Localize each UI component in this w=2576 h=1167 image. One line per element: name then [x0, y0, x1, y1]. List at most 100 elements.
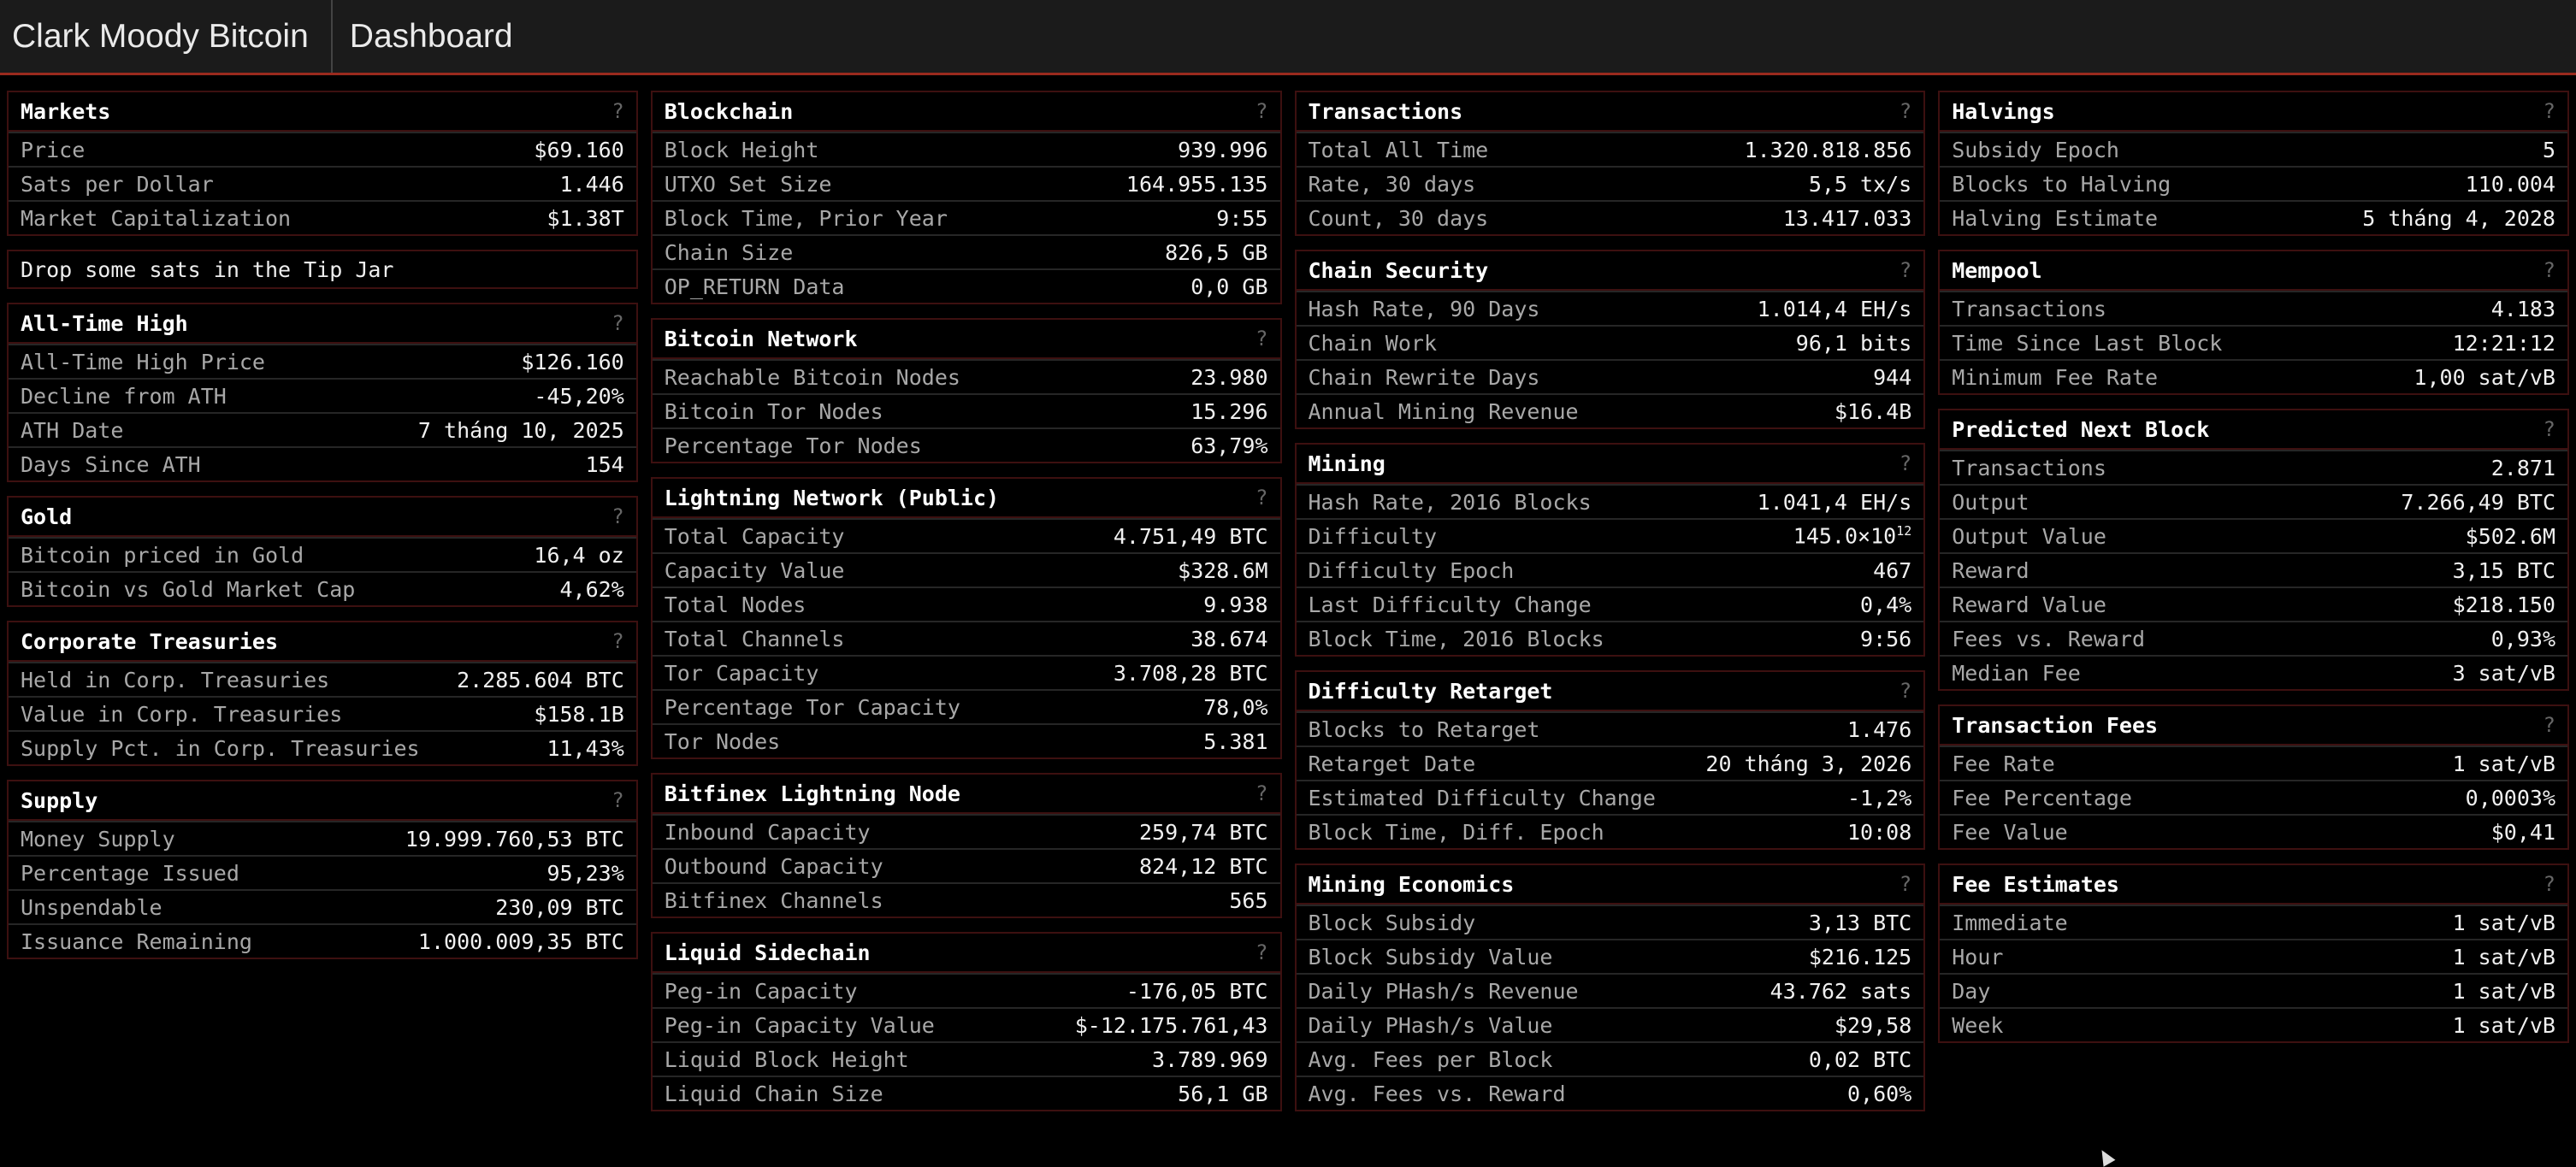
tip-jar-link[interactable]: Drop some sats in the Tip Jar	[21, 256, 394, 282]
stat-value-text: 1 sat/vB	[2452, 751, 2555, 776]
panel-gold: Gold? Bitcoin priced in Gold 16,4 oz Bitcoi…	[7, 496, 638, 607]
stat-value-text: 2.285.604 BTC	[457, 667, 624, 693]
panel-difficulty-retarget: Difficulty Retarget? Blocks to Retarget 1.…	[1294, 670, 1926, 850]
stat-value-text: $-12.175.761,43	[1074, 1012, 1268, 1038]
panel-bitcoin-network: Bitcoin Network? Reachable Bitcoin Nodes 2…	[650, 318, 1282, 463]
stat-value: 164.955.135	[1126, 172, 1268, 197]
stat-row-fees-vs-reward: Fees vs. Reward 0,93%	[1940, 621, 2567, 655]
help-icon[interactable]: ?	[2543, 872, 2555, 896]
column-1: Markets? Price $69.160 Sats per Dollar 1.446…	[7, 91, 638, 1111]
help-icon[interactable]: ?	[2543, 713, 2555, 737]
help-icon[interactable]: ?	[1899, 451, 1912, 475]
stat-value: 7 tháng 10, 2025	[418, 418, 624, 443]
stat-row-total-all-time: Total All Time 1.320.818.856	[1296, 132, 1924, 166]
stat-label: Held in Corp. Treasuries	[21, 667, 330, 693]
stat-label: Minimum Fee Rate	[1952, 364, 2159, 390]
stat-value: 1,00 sat/vB	[2414, 365, 2555, 390]
panel-fee-estimates: Fee Estimates? Immediate 1 sat/vB Hour 1 sat…	[1938, 863, 2569, 1043]
stat-label: Unspendable	[21, 894, 162, 920]
panel-header: Bitcoin Network?	[652, 320, 1280, 359]
stat-value: 0,0 GB	[1191, 274, 1267, 299]
stat-label: Peg-in Capacity Value	[664, 1012, 935, 1038]
stat-value-text: 10:08	[1846, 819, 1912, 845]
help-icon[interactable]: ?	[1256, 781, 1268, 805]
stat-value: 20 tháng 3, 2026	[1705, 751, 1911, 776]
stat-row-subsidy-epoch: Subsidy Epoch 5	[1940, 132, 2567, 166]
stat-value-text: 824,12 BTC	[1138, 853, 1268, 879]
stat-value-text: 1 sat/vB	[2452, 910, 2555, 935]
stat-value-text: 56,1 GB	[1178, 1081, 1268, 1106]
stat-value: 1.014,4 EH/s	[1758, 297, 1912, 321]
panel-title: Bitcoin Network	[664, 326, 858, 351]
help-icon[interactable]: ?	[612, 788, 624, 812]
help-icon[interactable]: ?	[612, 99, 624, 123]
stat-label: Estimated Difficulty Change	[1308, 785, 1656, 810]
panel-title: Liquid Sidechain	[664, 940, 871, 965]
help-icon[interactable]: ?	[1899, 99, 1912, 123]
stat-label: Fee Value	[1952, 819, 2068, 845]
stat-value-text: 259,74 BTC	[1138, 819, 1268, 845]
stat-label: Median Fee	[1952, 660, 2081, 686]
stat-row-tor-nodes: Tor Nodes 5.381	[652, 723, 1280, 757]
help-icon[interactable]: ?	[1899, 872, 1912, 896]
stat-row-day: Day 1 sat/vB	[1940, 973, 2567, 1007]
stat-row-inbound-capacity: Inbound Capacity 259,74 BTC	[652, 814, 1280, 848]
stat-value-text: 0,93%	[2490, 626, 2555, 651]
stat-value: 1 sat/vB	[2453, 911, 2555, 935]
stat-value-text: 43.762 sats	[1770, 978, 1912, 1004]
stat-label: All-Time High Price	[21, 349, 265, 374]
stat-label: Decline from ATH	[21, 383, 227, 409]
stat-row-blocks-to-retarget: Blocks to Retarget 1.476	[1296, 711, 1924, 746]
stat-value-text: 3,13 BTC	[1808, 910, 1912, 935]
stat-label: Total Channels	[664, 626, 845, 651]
stat-label: Fees vs. Reward	[1952, 626, 2146, 651]
stat-value-text: $16.4B	[1834, 398, 1912, 424]
panel-header: Liquid Sidechain?	[652, 934, 1280, 973]
stat-row-unspendable: Unspendable 230,09 BTC	[9, 889, 636, 923]
stat-label: Value in Corp. Treasuries	[21, 701, 343, 727]
stat-value: 4,62%	[559, 577, 623, 602]
help-icon[interactable]: ?	[1256, 486, 1268, 510]
brand-title[interactable]: Clark Moody Bitcoin	[0, 0, 333, 73]
stat-value: 154	[586, 452, 624, 477]
stat-value: 565	[1229, 888, 1267, 913]
help-icon[interactable]: ?	[612, 629, 624, 653]
stat-value: 4.751,49 BTC	[1114, 524, 1268, 549]
panel-header: Mining Economics?	[1296, 865, 1924, 905]
help-icon[interactable]: ?	[612, 311, 624, 335]
stat-value: 0,60%	[1847, 1082, 1911, 1106]
panel-title: Predicted Next Block	[1952, 416, 2210, 442]
stat-value: 5	[2543, 138, 2555, 162]
tip-jar-panel[interactable]: Drop some sats in the Tip Jar	[7, 250, 638, 289]
panel-title: Mempool	[1952, 257, 2042, 283]
help-icon[interactable]: ?	[1899, 679, 1912, 703]
stat-label: Tor Capacity	[664, 660, 819, 686]
stat-value-text: $29,58	[1834, 1012, 1912, 1038]
panel-header: All-Time High?	[9, 304, 636, 344]
help-icon[interactable]: ?	[612, 504, 624, 528]
stat-value-text: 3.789.969	[1152, 1046, 1268, 1072]
stat-value-text: 20 tháng 3, 2026	[1705, 751, 1912, 776]
panel-header: Bitfinex Lightning Node?	[652, 775, 1280, 814]
panel-bitfinex-lightning-node: Bitfinex Lightning Node? Inbound Capacity…	[650, 773, 1282, 918]
stat-label: Chain Size	[664, 239, 794, 265]
stat-value-text: $328.6M	[1178, 557, 1268, 583]
stat-value: 5 tháng 4, 2028	[2362, 206, 2555, 231]
stat-row-percentage-issued: Percentage Issued 95,23%	[9, 855, 636, 889]
stat-value-text: $1.38T	[547, 205, 624, 231]
help-icon[interactable]: ?	[2543, 417, 2555, 441]
help-icon[interactable]: ?	[1899, 258, 1912, 282]
stat-value-text: 23.980	[1191, 364, 1268, 390]
help-icon[interactable]: ?	[1256, 99, 1268, 123]
stat-row-tor-capacity: Tor Capacity 3.708,28 BTC	[652, 655, 1280, 689]
stat-value-text: 0,0003%	[2465, 785, 2555, 810]
stat-value-text: 110.004	[2465, 171, 2555, 197]
stat-row-money-supply: Money Supply 19.999.760,53 BTC	[9, 821, 636, 855]
help-icon[interactable]: ?	[2543, 258, 2555, 282]
help-icon[interactable]: ?	[2543, 99, 2555, 123]
stat-row-halving-estimate: Halving Estimate 5 tháng 4, 2028	[1940, 200, 2567, 234]
help-icon[interactable]: ?	[1256, 940, 1268, 964]
help-icon[interactable]: ?	[1256, 327, 1268, 351]
stat-value: 1 sat/vB	[2453, 751, 2555, 776]
stat-label: Reward	[1952, 557, 2029, 583]
